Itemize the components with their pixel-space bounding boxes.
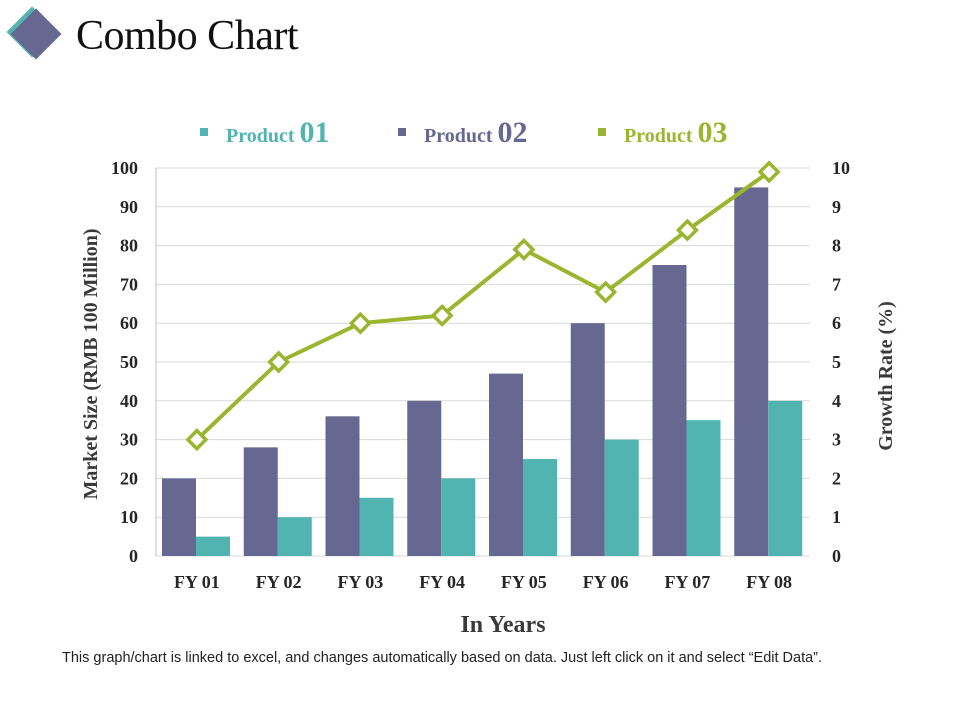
line-series <box>185 160 781 452</box>
footnote: This graph/chart is linked to excel, and… <box>62 650 823 666</box>
bar-product01 <box>359 497 394 556</box>
bar-product01 <box>196 536 230 556</box>
bar-product01 <box>523 459 557 556</box>
x-tick-label: FY 02 <box>256 572 302 592</box>
y2-tick-label: 0 <box>832 546 841 566</box>
bar-product01 <box>768 400 803 556</box>
legend-entry-product03: Product 03 <box>624 116 728 149</box>
legend-entry-product02: Product 02 <box>424 116 528 149</box>
x-tick-label: FY 05 <box>501 572 547 592</box>
y-tick-label: 80 <box>120 236 138 256</box>
x-tick-label: FY 04 <box>419 572 465 592</box>
y2-tick-label: 3 <box>832 430 841 450</box>
line-marker <box>675 218 699 242</box>
diamond-logo-icon <box>6 6 62 60</box>
y2-tick-label: 4 <box>832 391 841 411</box>
bar-product02 <box>652 265 687 556</box>
legend-label-text: Product <box>624 125 698 147</box>
y-tick-label: 10 <box>120 507 138 527</box>
legend-label-number: 01 <box>300 116 330 149</box>
bar-product01 <box>604 439 639 556</box>
line-marker <box>185 428 209 452</box>
y2-tick-label: 7 <box>832 274 841 294</box>
bar-product01 <box>686 420 721 556</box>
y2-tick-label: 1 <box>832 507 841 527</box>
bar-product02 <box>162 478 196 556</box>
y-tick-label: 40 <box>120 391 138 411</box>
x-tick-label: FY 06 <box>583 572 629 592</box>
y2-tick-label: 9 <box>832 197 841 217</box>
legend-marker-product02 <box>398 128 406 136</box>
legend-label-number: 02 <box>498 116 528 149</box>
x-axis-title: In Years <box>460 612 545 638</box>
bar-product01 <box>277 517 312 556</box>
legend-label-number: 03 <box>698 116 728 149</box>
y-tick-label: 20 <box>120 468 138 488</box>
bar-product01 <box>441 478 476 556</box>
y2-tick-label: 10 <box>832 158 850 178</box>
y-tick-label: 50 <box>120 352 138 372</box>
line-marker <box>594 280 618 304</box>
x-tick-label: FY 03 <box>337 572 383 592</box>
y-tick-label: 0 <box>129 546 138 566</box>
line-marker <box>757 160 781 184</box>
line-marker <box>512 238 536 261</box>
y-tick-label: 30 <box>120 430 138 450</box>
axes: 0 10 20 30 40 50 60 70 80 90 100 0 1 2 3 4 5 6 7 8 9 10 FY 01 F… <box>80 158 897 638</box>
bar-product02 <box>489 373 523 556</box>
y-tick-label: 70 <box>120 274 138 294</box>
legend-label-text: Product <box>226 125 300 147</box>
x-tick-label: FY 07 <box>664 572 710 592</box>
bar-product02 <box>243 447 278 556</box>
legend-entry-product01: Product 01 <box>226 116 330 149</box>
legend: Product 01 Product 02 Product 03 <box>200 116 728 149</box>
page-title: Combo Chart <box>76 13 299 59</box>
y2-tick-label: 2 <box>832 468 841 488</box>
bar-product02 <box>325 416 360 556</box>
legend-marker-product03 <box>598 128 606 136</box>
growth-line <box>195 170 771 442</box>
line-marker <box>267 350 291 374</box>
y-tick-label: 90 <box>120 197 138 217</box>
y2-tick-label: 8 <box>832 236 841 256</box>
y-tick-label: 100 <box>111 158 138 178</box>
y-tick-label: 60 <box>120 313 138 333</box>
bar-series <box>162 187 803 556</box>
bar-product02 <box>734 187 769 556</box>
legend-marker-product01 <box>200 128 208 136</box>
bar-product02 <box>570 323 605 556</box>
line-marker <box>430 303 454 327</box>
bar-product02 <box>407 400 442 556</box>
diamond-front-shape <box>10 8 62 60</box>
y-axis-title: Market Size (RMB 100 Million) <box>80 228 102 499</box>
x-tick-label: FY 08 <box>746 572 792 592</box>
y2-axis-title: Growth Rate (%) <box>875 301 897 451</box>
legend-label-text: Product <box>424 125 498 147</box>
y2-tick-label: 6 <box>832 313 841 333</box>
x-tick-label: FY 01 <box>174 572 220 592</box>
y2-tick-label: 5 <box>832 352 841 372</box>
line-marker <box>348 311 372 335</box>
